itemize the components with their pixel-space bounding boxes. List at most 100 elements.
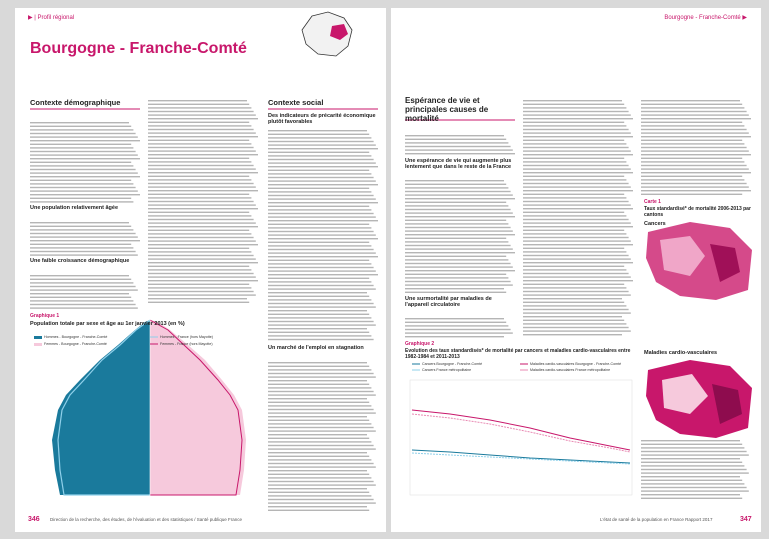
text-line [30,161,132,163]
legend-swatch [34,343,42,346]
text-line [405,259,509,261]
footer: Direction de la recherche, des études, d… [50,517,242,522]
text-line [641,157,743,159]
text-line [30,236,138,238]
text-line [268,459,372,461]
text-line [148,132,256,134]
subheading: Une faible croissance démographique [30,258,130,264]
text-line [523,251,627,253]
legend-swatch [34,336,42,339]
text-line [268,256,378,258]
text-line [641,118,751,120]
text-line [523,161,627,163]
text-line [523,265,625,267]
text-line [30,165,134,167]
text-line [268,184,378,186]
text-line [268,227,372,229]
text-line [405,219,507,221]
text-line [148,175,250,177]
text-line [148,258,256,260]
legend-label: Maladies cardio-vasculaires Bourgogne - … [530,362,622,366]
text-line [523,200,629,203]
text-line [148,280,258,282]
figure-label: Graphique 2 [405,341,435,347]
text-line [405,237,507,239]
text-line [405,248,513,250]
text-line [30,194,140,196]
text-line [523,154,633,156]
text-line [405,280,511,283]
text-line [268,416,367,418]
text-line [405,223,509,225]
text-line [641,146,747,149]
text-line [523,128,629,131]
text-line [641,486,747,489]
text-line [268,484,376,486]
text-line [523,150,631,152]
text-line [148,244,258,246]
text-line [148,287,252,289]
subheading: Un marché de l'emploi en stagnation [268,345,364,351]
text-line [268,423,372,425]
text-line [641,132,749,134]
legend-label: Cancers France métropolitaine [422,368,472,372]
text-line [523,258,631,260]
text-line [268,394,376,396]
text-line [405,288,504,290]
text-line [641,150,749,152]
text-line [268,419,370,421]
text-line [30,183,134,185]
text-line [30,122,129,124]
text-line [268,480,374,483]
heading: Espérance de vie et principales causes d… [405,96,489,124]
text-line [30,197,132,199]
text-line [268,338,374,341]
text-line [641,136,751,138]
text-line [268,462,374,465]
text-line [523,143,627,145]
text-line [268,412,376,414]
text-line [148,110,254,113]
text-line [523,168,631,170]
text-line [148,103,250,105]
text-line [523,323,627,325]
text-line [641,454,749,456]
text-line [523,334,622,336]
text-line [30,282,134,284]
text-line [268,216,376,218]
text-line [268,281,372,283]
text-line [148,229,250,231]
text-line [268,162,376,164]
legend-label: Maladies cardio-vasculaires France métro… [530,368,611,372]
text-line [268,295,370,297]
text-line [523,121,625,123]
text-line [30,150,136,153]
text-line [523,100,622,102]
text-line [405,241,509,243]
text-line [268,194,374,197]
text-line [268,448,376,450]
text-line [405,135,504,137]
text-line [405,180,504,182]
text-line [268,362,367,364]
text-line [30,132,136,135]
text-line [268,252,376,254]
text-line [268,317,372,319]
text-line [148,247,250,249]
text-line [641,450,747,453]
text-line [268,155,372,157]
text-line [148,208,258,210]
text-line [30,275,129,277]
text-line [148,276,256,278]
text-line [523,172,633,174]
text-line [148,186,256,188]
text-line [148,100,247,102]
text-line [148,200,254,203]
text-line [30,172,138,174]
text-line [641,472,749,474]
text-line [268,248,374,251]
text-line [148,262,258,264]
line-chart [409,379,633,496]
text-line [641,182,747,185]
text-line [268,169,370,171]
